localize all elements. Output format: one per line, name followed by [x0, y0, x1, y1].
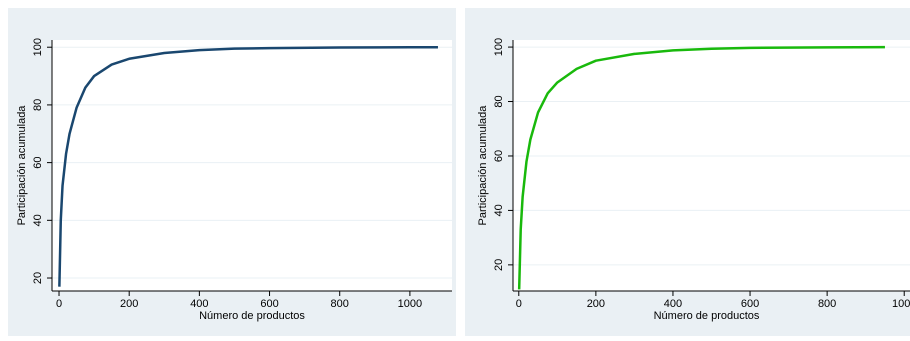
x-tick-label: 800	[331, 298, 349, 310]
x-tick-label: 400	[190, 298, 208, 310]
x-tick-label: 1000	[892, 298, 910, 310]
x-tick-label: 0	[516, 298, 522, 310]
y-tick-label: 60	[493, 150, 505, 162]
x-tick-label: 200	[120, 298, 138, 310]
plot-area	[513, 40, 910, 291]
y-axis-title: Participación acumulada	[477, 105, 489, 226]
y-tick-label: 60	[32, 156, 44, 168]
y-tick-label: 80	[32, 99, 44, 111]
y-tick-label: 40	[32, 214, 44, 226]
x-tick-label: 600	[741, 298, 759, 310]
data-line	[58, 45, 438, 287]
x-tick-label: 0	[56, 298, 62, 310]
plot-area	[52, 40, 452, 291]
x-axis-title: Número de productos	[654, 310, 760, 322]
y-tick-label: 100	[493, 38, 505, 56]
y-tick-label: 80	[493, 95, 505, 107]
y-axis-title: Participación acumulada	[16, 105, 28, 226]
x-tick-label: 800	[818, 298, 836, 310]
y-tick-label: 100	[32, 38, 44, 56]
x-tick-label: 600	[260, 298, 278, 310]
x-tick-label: 400	[664, 298, 682, 310]
data-line	[517, 45, 885, 290]
x-axis-title: Número de productos	[199, 310, 305, 322]
x-tick-label: 200	[587, 298, 605, 310]
y-tick-label: 20	[32, 272, 44, 284]
y-tick-label: 20	[493, 259, 505, 271]
x-tick-label: 1000	[398, 298, 422, 310]
y-tick-label: 40	[493, 204, 505, 216]
